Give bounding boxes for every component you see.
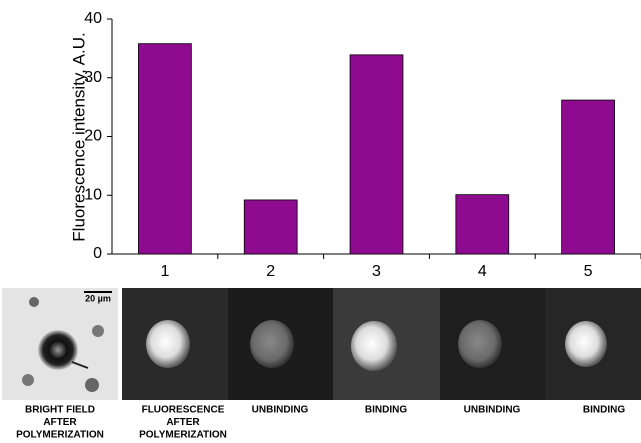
bar [562, 100, 615, 254]
x-tick-label: 3 [372, 263, 381, 280]
panel-caption: FLUORESCENCE [142, 405, 225, 416]
x-tick-label: 2 [266, 263, 275, 280]
panel-caption: POLYMERIZATION [16, 430, 104, 441]
panel-caption: BINDING [365, 405, 407, 416]
x-tick-label: 1 [160, 263, 169, 280]
y-tick-label: 30 [84, 69, 102, 86]
cell [351, 321, 397, 371]
y-tick-label: 40 [84, 10, 102, 27]
y-tick-label: 10 [84, 186, 102, 203]
bead [92, 325, 104, 337]
bar [350, 55, 403, 254]
panel-caption: AFTER [166, 417, 200, 428]
figure: Fluorescence intensity, A.U. 20 µm 01020… [0, 0, 641, 443]
y-tick-label: 0 [93, 245, 102, 262]
cell [146, 320, 190, 368]
bar [456, 195, 509, 254]
bar [244, 200, 297, 254]
panel-caption: AFTER [43, 417, 77, 428]
cell [38, 330, 78, 370]
bar [138, 44, 191, 254]
panel-caption: BRIGHT FIELD [25, 405, 95, 416]
cell [250, 320, 294, 368]
cell [565, 321, 607, 367]
panel-caption: BINDING [583, 405, 625, 416]
panel-caption: POLYMERIZATION [139, 430, 227, 441]
panel-caption: UNBINDING [464, 405, 521, 416]
panel-caption: UNBINDING [252, 405, 309, 416]
x-tick-label: 5 [584, 263, 593, 280]
bead [85, 378, 99, 392]
bead [22, 374, 34, 386]
bead [29, 297, 39, 307]
x-tick-label: 4 [478, 263, 487, 280]
image-panels: 20 µm [2, 288, 641, 400]
cell [458, 320, 502, 368]
scale-bar-label: 20 µm [85, 293, 111, 303]
y-tick-label: 20 [84, 128, 102, 145]
